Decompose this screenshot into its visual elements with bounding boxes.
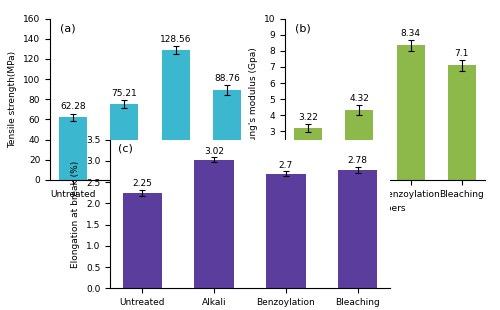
Text: 2.78: 2.78 xyxy=(348,157,368,166)
Y-axis label: Young's modulus (Gpa): Young's modulus (Gpa) xyxy=(249,47,258,151)
Text: 8.34: 8.34 xyxy=(400,29,420,38)
Text: 4.32: 4.32 xyxy=(350,94,370,104)
Bar xyxy=(338,170,378,288)
Bar xyxy=(59,117,88,180)
Bar xyxy=(346,110,374,180)
X-axis label: BV fibers: BV fibers xyxy=(365,204,405,213)
Bar xyxy=(294,128,322,180)
Text: 3.22: 3.22 xyxy=(298,113,318,122)
Bar xyxy=(122,193,162,288)
Text: (c): (c) xyxy=(118,144,134,154)
Text: 2.7: 2.7 xyxy=(278,161,293,170)
Text: 7.1: 7.1 xyxy=(454,49,469,58)
Text: (a): (a) xyxy=(60,24,76,33)
Text: 62.28: 62.28 xyxy=(60,102,86,111)
Bar xyxy=(212,91,241,180)
Y-axis label: Elongation at break (%): Elongation at break (%) xyxy=(72,160,80,268)
Bar xyxy=(448,65,476,180)
Bar xyxy=(162,50,190,180)
Text: 128.56: 128.56 xyxy=(160,35,192,44)
Y-axis label: Tensile strength(MPa): Tensile strength(MPa) xyxy=(8,51,18,148)
Bar xyxy=(396,45,424,180)
Text: (b): (b) xyxy=(295,24,311,33)
Bar xyxy=(194,160,234,288)
Text: 88.76: 88.76 xyxy=(214,74,240,83)
Bar xyxy=(266,174,306,288)
Bar xyxy=(110,104,138,180)
Text: 3.02: 3.02 xyxy=(204,147,224,156)
Text: 75.21: 75.21 xyxy=(112,89,138,98)
Text: 2.25: 2.25 xyxy=(132,179,152,188)
X-axis label: BV fibers: BV fibers xyxy=(130,204,170,213)
